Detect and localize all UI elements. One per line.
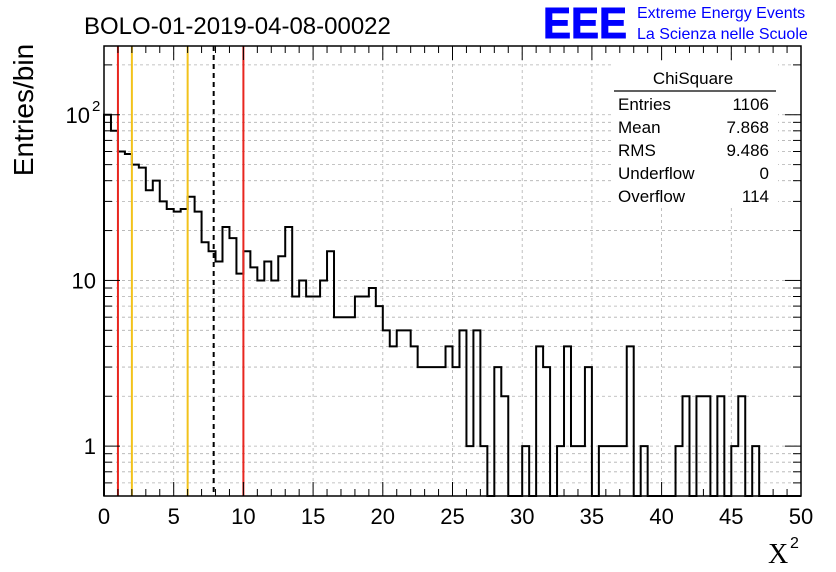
- y-tick-label-exponent: 2: [92, 98, 100, 115]
- marker-lines: [116, 46, 245, 496]
- stats-title: ChiSquare: [653, 69, 733, 88]
- stats-rms-label: RMS: [618, 141, 656, 160]
- stats-underflow-value: 0: [760, 164, 769, 183]
- stats-entries-value: 1106: [732, 95, 769, 114]
- y-tick-label: 10: [66, 103, 90, 128]
- chart-title: BOLO-01-2019-04-08-00022: [84, 13, 391, 40]
- logo-line-2: La Scienza nelle Scuole: [637, 26, 808, 43]
- stats-mean-label: Mean: [618, 118, 661, 137]
- x-tick-label: 45: [719, 504, 743, 529]
- logo-line-1: Extreme Energy Events: [637, 5, 805, 22]
- x-tick-label: 35: [580, 504, 604, 529]
- stats-mean-value: 7.868: [726, 118, 769, 137]
- x-tick-label: 20: [371, 504, 395, 529]
- x-axis-label: X: [768, 539, 788, 570]
- x-tick-label: 25: [440, 504, 464, 529]
- y-axis-title: Entries/bin: [8, 44, 39, 176]
- eee-logo: EEE Extreme Energy Events La Scienza nel…: [543, 0, 808, 49]
- x-tick-label: 5: [168, 504, 180, 529]
- stats-box: ChiSquare Entries 1106 Mean 7.868 RMS 9.…: [612, 64, 778, 208]
- stats-overflow-label: Overflow: [618, 187, 686, 206]
- stats-rms-value: 9.486: [726, 141, 769, 160]
- stats-entries-label: Entries: [618, 95, 671, 114]
- x-tick-label: 40: [649, 504, 673, 529]
- x-tick-label: 30: [510, 504, 534, 529]
- grid: [104, 46, 801, 497]
- stats-underflow-label: Underflow: [618, 164, 695, 183]
- x-tick-label: 15: [301, 504, 325, 529]
- stats-box-background: [612, 64, 778, 208]
- y-axis-label: Entries/bin: [8, 44, 39, 176]
- x-tick-label: 50: [789, 504, 813, 529]
- y-tick-label: 10: [72, 268, 96, 293]
- stats-overflow-value: 114: [742, 187, 769, 206]
- x-axis-label-superscript: 2: [790, 535, 799, 552]
- histogram-outline: [103, 113, 801, 497]
- x-tick-label: 10: [231, 504, 255, 529]
- logo-mark: EEE: [543, 0, 627, 48]
- x-tick-label: 0: [98, 504, 110, 529]
- histogram-layer: [103, 113, 801, 497]
- y-tick-label: 1: [84, 434, 96, 459]
